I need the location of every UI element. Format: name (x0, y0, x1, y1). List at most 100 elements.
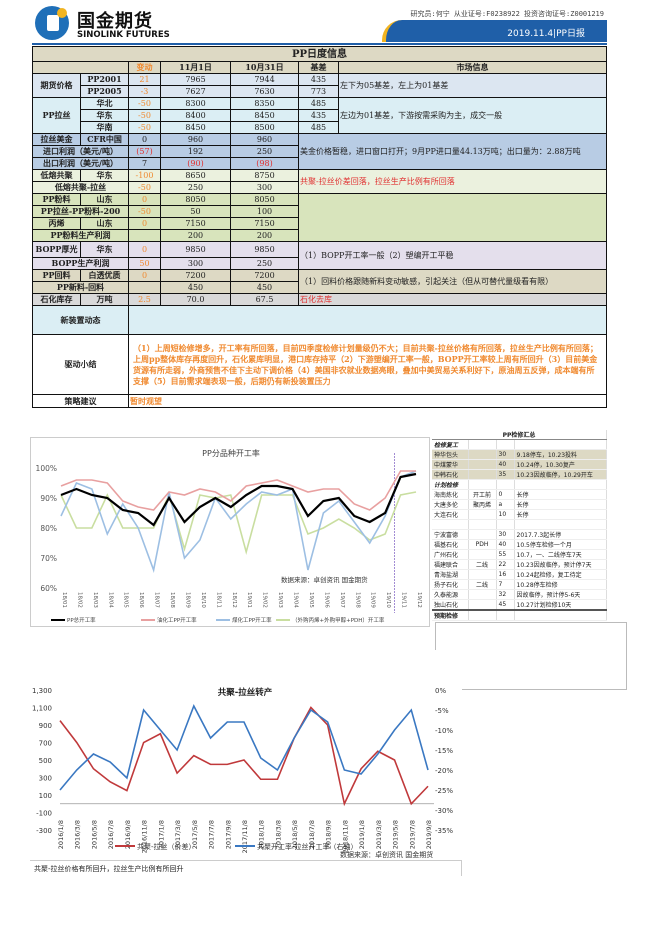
cell: a (496, 499, 515, 510)
cell: 出口利润（美元/吨） (32, 157, 129, 170)
x-tick-label: 2016/7/8 (107, 820, 115, 849)
maintenance-row (432, 519, 607, 530)
table-row: PP拉丝 华北 -50 8300 8350 485 左边为01基差，下游按需采购为主，成交一… (32, 97, 607, 134)
cell: 开工前 (468, 489, 497, 500)
y-left-tick-label: 100 (39, 792, 52, 800)
x-tick-label: 19/09 (370, 592, 376, 608)
chart-note: 共聚-拉丝价格有所回升，拉丝生产比例有所回升 (30, 860, 462, 876)
cell: PDH (468, 539, 497, 550)
legend-label: 煤化工PP开工率 (232, 616, 272, 624)
maintenance-row: 大唐多伦 聚丙烯 a 长停 (432, 499, 607, 510)
cell (468, 608, 497, 621)
cell: 70.0 (160, 293, 231, 306)
cell: 450 (160, 281, 231, 294)
cell: 久泰能源 (432, 589, 469, 600)
cell: 300 (160, 257, 231, 270)
cell: 45 (496, 599, 515, 610)
market-info: 石化去库 (298, 293, 607, 306)
cell: 10.24起检修，复工待定 (514, 569, 607, 580)
cell: -50 (128, 121, 161, 134)
cell: 万吨 (80, 293, 129, 306)
cell: -3 (128, 85, 161, 98)
cell (468, 439, 497, 450)
cell: 7150 (160, 217, 231, 230)
cell: 9.18停车，10.23投料 (514, 449, 607, 460)
x-tick-label: 18/08 (169, 592, 175, 608)
series-line-0 (60, 472, 417, 527)
cell: 7965 (160, 73, 231, 86)
y-left-tick-label: 500 (39, 757, 52, 765)
cell: 35 (496, 469, 515, 480)
x-tick-label: 19/10 (385, 592, 391, 608)
y-right-tick-label: -15% (435, 747, 453, 755)
cell: 55 (496, 549, 515, 560)
cell: 7944 (230, 73, 299, 86)
maintenance-row: 中煤蒙华 40 10.24停，10.30复产 (432, 459, 607, 470)
cell: 0 (128, 133, 161, 146)
x-tick-label: 19/04 (293, 592, 299, 608)
x-tick-label: 2016/11/8 (141, 820, 149, 853)
cell: 华北 (80, 97, 129, 110)
cell (468, 519, 497, 530)
x-tick-label: 18/11 (215, 592, 221, 608)
cell: CFR中国 (80, 133, 129, 146)
col-basis: 基差 (298, 61, 339, 74)
cell: 16 (496, 569, 515, 580)
x-tick-label: 2017/1/8 (157, 820, 165, 849)
cell: PP2005 (80, 85, 129, 98)
cell: (98) (230, 157, 299, 170)
y-right-tick-label: -10% (435, 727, 453, 735)
cell (496, 479, 515, 490)
cell: 神华包头 (432, 449, 469, 460)
cell: (57) (128, 145, 161, 158)
cell: 广州石化 (432, 549, 469, 560)
cell: 22 (496, 559, 515, 570)
cell: 0 (128, 269, 161, 282)
table-row: 低熔共聚 华东 -100 8650 8750 共聚-拉丝价差回落，拉丝生产比例有所回落 (32, 169, 607, 194)
cell: 40 (496, 539, 515, 550)
maintenance-row: 福建联合 二线 22 10.23因故临停，预计停7天 (432, 559, 607, 570)
x-tick-label: 18/01 (61, 592, 67, 608)
cell: 8300 (160, 97, 231, 110)
cell: 450 (230, 281, 299, 294)
cell: 773 (298, 85, 339, 98)
strategy-label: 策略建议 (32, 394, 129, 408)
y-right-tick-label: -25% (435, 787, 453, 795)
x-tick-label: 19/02 (262, 592, 268, 608)
cell: 8450 (230, 109, 299, 122)
new-units-value (128, 305, 607, 335)
x-tick-label: 2018/11/8 (341, 820, 349, 853)
table-row: PP回料 白透优质 0 7200 7200 （1）回料价格跟随新料变动敏感，引起关注（但从… (32, 269, 607, 294)
y-left-tick-label: 900 (39, 722, 52, 730)
market-info: 左下为05基差，左上为01基差 (338, 73, 607, 98)
y-left-tick-label: -300 (36, 827, 52, 835)
cell (468, 549, 497, 560)
cell: 低熔共聚 (32, 169, 81, 182)
cell (468, 529, 497, 540)
cell: 32 (496, 589, 515, 600)
cell: 200 (230, 229, 299, 242)
cell (468, 479, 497, 490)
cell: 960 (230, 133, 299, 146)
cell (514, 439, 607, 450)
table-title: PP日度信息 (32, 46, 607, 62)
legend-label: （外购丙烯+外购甲醇+PDH）开工率 (292, 616, 385, 624)
table-row: BOPP厚光 华东 0 9850 9850 （1）BOPP开工率一般（2）塑编开工平稳 (32, 241, 607, 270)
cell: -100 (128, 169, 161, 182)
maintenance-row: 检修复工 (432, 439, 607, 450)
table-row: 期货价格 PP2001 21 7965 7944 435 左下为05基差，左上为01基差 (32, 73, 607, 98)
market-info (298, 193, 607, 242)
x-tick-label: 2018/3/8 (274, 820, 282, 849)
cell: 10.23因故临停，10.29开车 (514, 469, 607, 480)
x-tick-label: 2016/9/8 (124, 820, 132, 849)
series-line-1 (59, 704, 429, 791)
maintenance-title: PP检修汇总 (432, 430, 607, 440)
cell: 10.7，一、二线停车7天 (514, 549, 607, 560)
x-tick-label: 19/08 (354, 592, 360, 608)
cell (432, 519, 469, 530)
x-tick-label: 18/02 (76, 592, 82, 608)
table-row: 石化库存 万吨 2.5 70.0 67.5 石化去库 (32, 293, 607, 306)
cell (496, 439, 515, 450)
x-tick-label: 19/03 (277, 592, 283, 608)
cell: PP2001 (80, 73, 129, 86)
